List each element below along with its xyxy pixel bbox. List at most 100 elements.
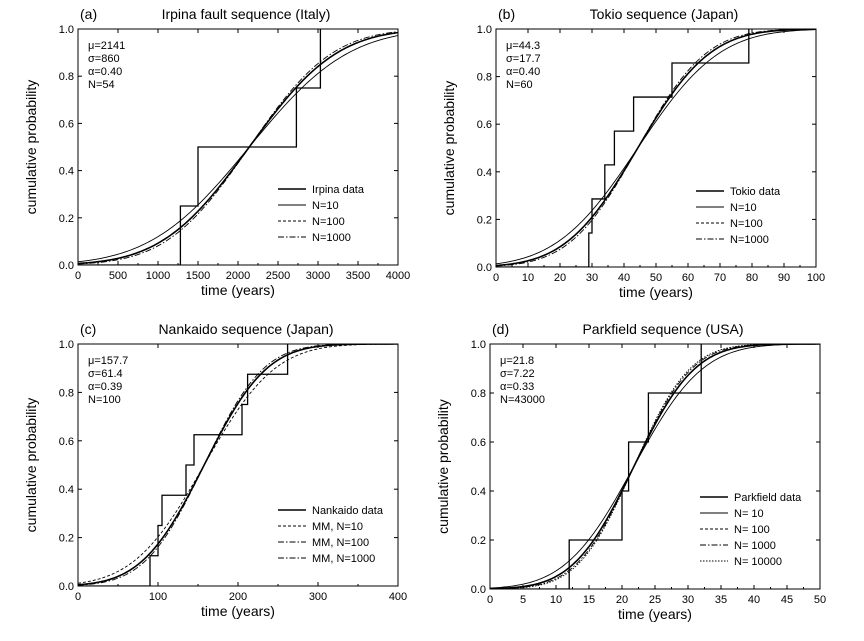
x-tick-label: 400: [389, 591, 407, 603]
y-tick-label: 0.6: [59, 436, 74, 448]
x-tick-label: 0: [75, 591, 81, 603]
data-step-line: [78, 29, 322, 265]
parameter-label: μ=44.3: [506, 40, 540, 52]
x-tick-label: 40: [748, 594, 760, 606]
parameter-label: σ=7.22: [500, 368, 535, 380]
parameter-label: σ=17.7: [506, 53, 541, 65]
y-tick-label: 1.0: [59, 339, 74, 351]
panel-c: 0 100 200 300 400 0.0 0.2 0.4 0.6 0.8 1.0 time (yea…: [23, 321, 407, 619]
y-tick-label: 1.0: [477, 24, 492, 36]
y-tick-label: 0.2: [477, 214, 492, 226]
legend: Tokio data N=10 N=100 N=1000: [696, 186, 781, 246]
x-tick-label: 1000: [146, 270, 170, 282]
legend-label: MM, N=1000: [312, 553, 375, 565]
legend-label: N=100: [312, 216, 345, 228]
x-tick-label: 200: [229, 591, 247, 603]
y-tick-label: 0.0: [59, 260, 74, 272]
y-tick-label: 0.8: [59, 71, 74, 83]
panel-label: (c): [80, 321, 96, 337]
parameter-label: N=54: [88, 79, 115, 91]
legend-label: N= 100: [734, 524, 770, 536]
y-tick-label: 0.2: [471, 535, 486, 547]
panel-a: 0 500 1000 1500 2000 2500 3000 3500 4000 0.0 0.2 0.…: [23, 6, 410, 298]
x-axis-label: time (years): [201, 282, 275, 298]
parameter-label: α=0.39: [88, 381, 122, 393]
series-line-2: [496, 29, 816, 266]
fitted-curve: [496, 29, 816, 267]
legend-label: N= 1000: [734, 540, 776, 552]
x-tick-label: 500: [109, 270, 127, 282]
panel-label: (d): [492, 321, 509, 337]
parameter-label: N=43000: [500, 394, 545, 406]
x-tick-label: 100: [149, 591, 167, 603]
y-axis-label: cumulative probability: [435, 399, 451, 534]
x-axis-label: time (years): [618, 606, 692, 622]
legend: Irpina data N=10 N=100 N=1000: [278, 184, 365, 244]
series-line-4: [490, 344, 820, 589]
y-tick-label: 0.4: [59, 484, 74, 496]
fitted-curve: [78, 344, 398, 586]
parameter-label: N=60: [506, 79, 533, 91]
y-tick-label: 0.4: [477, 167, 492, 179]
x-tick-label: 2500: [266, 270, 290, 282]
x-tick-label: 0: [493, 272, 499, 284]
x-tick-label: 100: [807, 272, 825, 284]
legend-label: Irpina data: [312, 184, 365, 196]
chart-title: Irpina fault sequence (Italy): [162, 6, 331, 22]
data-step-line: [496, 29, 750, 267]
x-tick-label: 90: [778, 272, 790, 284]
parameter-label: N=100: [88, 394, 121, 406]
x-tick-label: 2000: [226, 270, 250, 282]
legend-label: N=100: [730, 218, 763, 230]
series-line-1: [78, 35, 398, 263]
y-tick-label: 0.4: [59, 166, 74, 178]
series-line-3: [78, 31, 398, 265]
y-tick-label: 0.8: [471, 388, 486, 400]
y-tick-label: 0.2: [59, 533, 74, 545]
y-axis-label: cumulative probability: [441, 81, 457, 216]
x-tick-label: 50: [650, 272, 662, 284]
legend-label: MM, N=100: [312, 537, 369, 549]
panel-d: 0 5 10 15 20 25 30 35 40 45 50 0.0 0.2 0.4 0.6 0.8 1.0 ti…: [435, 321, 826, 622]
series-line-3: [496, 29, 816, 267]
x-tick-label: 0: [75, 270, 81, 282]
legend-label: Tokio data: [730, 186, 781, 198]
y-tick-label: 0.4: [471, 486, 486, 498]
legend-label: N= 10: [734, 508, 764, 520]
y-axis-label: cumulative probability: [23, 80, 39, 215]
parameter-label: α=0.40: [88, 66, 122, 78]
y-tick-label: 0.0: [59, 581, 74, 593]
parameter-label: α=0.33: [500, 381, 534, 393]
chart-title: Parkfield sequence (USA): [582, 321, 743, 337]
x-axis-label: time (years): [201, 603, 275, 619]
panel-label: (b): [498, 6, 515, 22]
x-tick-label: 30: [586, 272, 598, 284]
legend-label: Nankaido data: [312, 505, 384, 517]
y-tick-label: 0.0: [477, 262, 492, 274]
plot-frame: [77, 343, 399, 587]
series-line-1: [490, 344, 820, 589]
parameter-label: μ=21.8: [500, 355, 534, 367]
legend: Nankaido data MM, N=10 MM, N=100 MM, N=1000: [278, 505, 384, 565]
data-step-line: [78, 344, 289, 586]
y-tick-label: 0.6: [471, 437, 486, 449]
x-tick-label: 10: [522, 272, 534, 284]
y-tick-label: 0.6: [477, 119, 492, 131]
fitted-curve: [490, 344, 820, 589]
chart-title: Nankaido sequence (Japan): [158, 321, 333, 337]
y-tick-label: 0.8: [477, 72, 492, 84]
x-tick-label: 35: [715, 594, 727, 606]
parameter-label: α=0.40: [506, 66, 540, 78]
y-tick-label: 1.0: [59, 24, 74, 36]
series-line-1: [78, 344, 398, 584]
x-tick-label: 5: [520, 594, 526, 606]
legend-label: N=10: [730, 202, 757, 214]
x-tick-label: 0: [487, 594, 493, 606]
legend-label: Parkfield data: [734, 492, 802, 504]
legend: Parkfield data N= 10 N= 100 N= 1000 N= 10000: [700, 492, 802, 568]
plot-area: [78, 344, 398, 586]
plot-area: [496, 29, 816, 267]
x-tick-label: 40: [618, 272, 630, 284]
data-step-line: [490, 344, 702, 589]
